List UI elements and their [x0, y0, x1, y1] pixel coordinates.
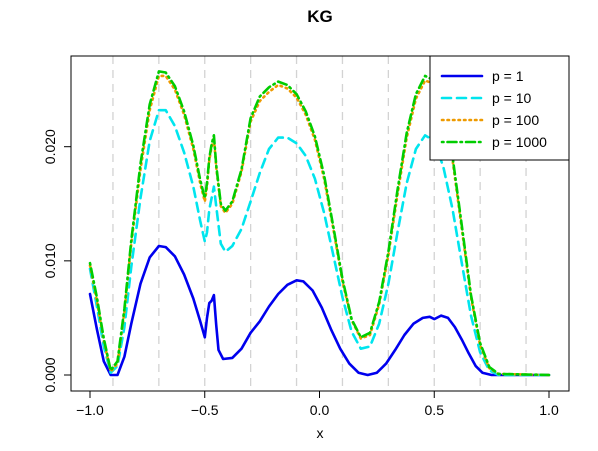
legend-label-1: p = 1	[492, 68, 524, 84]
series-layer	[88, 70, 551, 377]
legend: p = 1 p = 10 p = 100 p = 1000	[429, 55, 570, 161]
series-line-3	[88, 74, 551, 377]
legend-label-2: p = 10	[492, 90, 532, 106]
x-axis: −1.0 −0.5 0.0 0.5 1.0	[76, 390, 559, 418]
x-tick-label: 0.5	[425, 402, 445, 418]
y-tick-label: 0.010	[42, 243, 58, 278]
legend-label-3: p = 100	[492, 112, 539, 128]
y-axis: 0.000 0.010 0.020	[42, 129, 72, 393]
legend-label-4: p = 1000	[492, 134, 547, 150]
series-line-4	[88, 70, 551, 377]
x-tick-label: 1.0	[539, 402, 559, 418]
y-tick-label: 0.000	[42, 357, 58, 392]
y-tick-label: 0.020	[42, 129, 58, 164]
x-tick-label: −0.5	[191, 402, 219, 418]
series-line-1	[88, 244, 551, 377]
series-line-2	[88, 108, 551, 377]
chart-title: KG	[307, 7, 333, 26]
x-axis-label: x	[317, 425, 324, 441]
x-tick-label: 0.0	[310, 402, 330, 418]
x-tick-label: −1.0	[76, 402, 104, 418]
